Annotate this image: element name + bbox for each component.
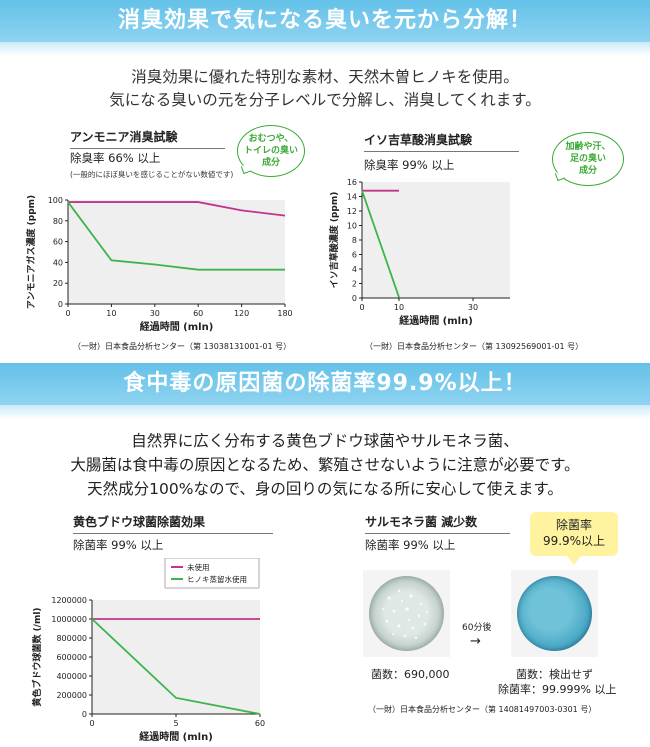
ammonia-ytick-label: 100: [48, 196, 63, 205]
staph-ytick-label: 600000: [56, 653, 87, 662]
iso-title: イソ吉草酸消臭試験: [364, 131, 519, 152]
salmonella-title: サルモネラ菌 減少数: [365, 513, 510, 534]
iso-ytick-label: 0: [352, 294, 357, 303]
deodorize-intro: 消臭効果に優れた特別な素材、天然木曽ヒノキを使用。 気になる臭いの元を分子レベル…: [0, 66, 650, 112]
iso-rate: 除臭率 99% 以上: [364, 158, 455, 172]
ammonia-ytick-label: 80: [53, 217, 63, 226]
ammonia-note: (一般的にほぼ臭いを感じることがない数値です): [70, 170, 234, 179]
ammonia-title: アンモニア消臭試験: [70, 128, 225, 149]
staph-ytick-label: 800000: [56, 634, 87, 643]
ammonia-series-line-0: [68, 201, 286, 217]
iso-ytick-label: 6: [352, 251, 357, 260]
ammonia-bubble-line-1: おむつや、: [248, 134, 294, 144]
ammonia-rate: 除臭率 66% 以上: [70, 151, 161, 165]
petri-before-photo: [363, 570, 450, 657]
intro2-line-3: 天然成分100%なので、身の回りの気になる所に安心して使えます。: [87, 480, 563, 498]
ammonia-ytick-label: 60: [53, 238, 63, 247]
staph-legend-label-1: ヒノキ蒸留水使用: [187, 574, 247, 584]
petri-after-photo: [511, 570, 598, 657]
staph-ytick-label: 200000: [56, 691, 87, 700]
staph-title: 黄色ブドウ球菌除菌効果: [73, 513, 273, 534]
ammonia-ytick-label: 0: [58, 300, 63, 309]
iso-ytick-label: 12: [347, 207, 357, 216]
banner2-fade: [0, 405, 650, 419]
staph-ytick-label: 1000000: [51, 615, 87, 624]
petri-dish-before: [369, 576, 444, 651]
ammonia-chart: 0 20 40 60 80 100 0 10 30 60 120 180 経過時間 (mln) アンモニア…: [25, 195, 293, 332]
staph-legend-box: [164, 558, 260, 589]
badge-tail: [567, 556, 581, 565]
ammonia-xlabel: 経過時間 (mln): [140, 320, 214, 332]
ammonia-ytick-label: 40: [53, 258, 63, 267]
iso-plot-area: [362, 182, 510, 298]
iso-ytick-label: 2: [352, 280, 357, 289]
iso-xtick-label: 30: [468, 303, 478, 312]
antibacterial-banner: 食中毒の原因菌の除菌率99.9%以上！: [0, 363, 650, 405]
ammonia-ylabel: アンモニアガス濃度 (ppm): [25, 195, 37, 309]
iso-ylabel: イソ吉草酸濃度 (ppm): [328, 192, 340, 289]
iso-bubble-line-2: 足の臭い: [569, 154, 606, 164]
ammonia-series-line-1: [67, 201, 285, 271]
count-after: 菌数：検出せず: [516, 668, 593, 681]
staph-xtick-label: 5: [173, 719, 178, 728]
intro2-line-1: 自然界に広く分布する黄色ブドウ球菌やサルモネラ菌、: [131, 432, 519, 450]
salmonella-source: （一財）日本食品分析センター（第 14081497003-0301 号）: [368, 705, 597, 714]
ammonia-bubble-line-3: 成分: [261, 158, 280, 168]
banner-fade: [0, 42, 650, 56]
petri-dish-after: [517, 576, 592, 651]
arrow-icon: →: [470, 634, 481, 649]
staph-rate: 除菌率 99% 以上: [73, 538, 164, 552]
iso-series-line-1: [361, 190, 400, 298]
ammonia-xtick-label: 30: [150, 309, 160, 318]
deodorize-banner: 消臭効果で気になる臭いを元から分解！: [0, 0, 650, 42]
iso-bubble-line-1: 加齢や汗、: [565, 142, 611, 152]
salmonella-badge: 除菌率 99.9%以上: [530, 512, 618, 556]
staph-ytick-label: 0: [82, 710, 87, 719]
iso-xtick-label: 0: [359, 303, 364, 312]
antibacterial-intro: 自然界に広く分布する黄色ブドウ球菌やサルモネラ菌、 大腸菌は食中毒の原因となるた…: [0, 429, 650, 501]
iso-xtick-label: 10: [394, 303, 404, 312]
iso-bubble: 加齢や汗、 足の臭い 成分: [552, 132, 624, 186]
ammonia-xtick-label: 60: [193, 309, 203, 318]
arrow-label: 60分後: [462, 623, 492, 633]
staph-ytick-label: 400000: [56, 672, 87, 681]
ammonia-xtick-label: 10: [106, 309, 116, 318]
badge-line-2: 99.9%以上: [542, 534, 606, 548]
staph-chart: 0 200000 400000 600000 800000 1000000 1200000 0…: [31, 558, 265, 743]
staph-xtick-label: 60: [255, 719, 265, 728]
ammonia-plot-area: [68, 200, 285, 304]
iso-chart: 0 2 4 6 8 10 12 14 16 0 10 30 経過時間 (mln) イソ吉草酸濃度 (ppm…: [328, 178, 510, 327]
iso-ytick-label: 10: [347, 222, 357, 231]
iso-ytick-label: 14: [347, 193, 357, 202]
staph-series-line-1: [91, 618, 261, 715]
iso-ytick-label: 4: [352, 265, 357, 274]
staph-ytick-label: 1200000: [51, 596, 87, 605]
ammonia-ytick-label: 20: [53, 279, 63, 288]
iso-ytick-label: 8: [352, 236, 357, 245]
staph-xtick-label: 0: [89, 719, 94, 728]
staph-ylabel: 黄色ブドウ球菌数 (/ml): [31, 607, 43, 706]
ammonia-xtick-label: 0: [65, 309, 70, 318]
iso-bubble-line-3: 成分: [578, 166, 597, 176]
intro-line-2: 気になる臭いの元を分子レベルで分解し、消臭してくれます。: [109, 91, 541, 109]
iso-source: （一財）日本食品分析センター（第 13092569001-01 号）: [365, 342, 584, 351]
count-before: 菌数：690,000: [371, 668, 450, 681]
intro-line-1: 消臭効果に優れた特別な素材、天然木曽ヒノキを使用。: [131, 68, 519, 86]
colony-dots: [382, 589, 428, 640]
iso-xlabel: 経過時間 (mln): [399, 314, 473, 327]
ammonia-xtick-label: 180: [277, 309, 292, 318]
ammonia-source: （一財）日本食品分析センター（第 13038131001-01 号）: [73, 342, 292, 351]
iso-ytick-label: 16: [347, 178, 357, 187]
staph-xlabel: 経過時間 (mln): [139, 730, 213, 743]
staph-legend-label-0: 未使用: [187, 562, 210, 572]
badge-line-1: 除菌率: [555, 518, 592, 532]
intro2-line-2: 大腸菌は食中毒の原因となるため、繁殖させないように注意が必要です。: [70, 456, 580, 474]
salmonella-rate: 除菌率 99% 以上: [365, 538, 456, 552]
ammonia-bubble-line-2: トイレの臭い: [243, 146, 298, 156]
ammonia-xtick-label: 120: [234, 309, 249, 318]
reduction-after: 除菌率：99.999% 以上: [498, 683, 617, 696]
